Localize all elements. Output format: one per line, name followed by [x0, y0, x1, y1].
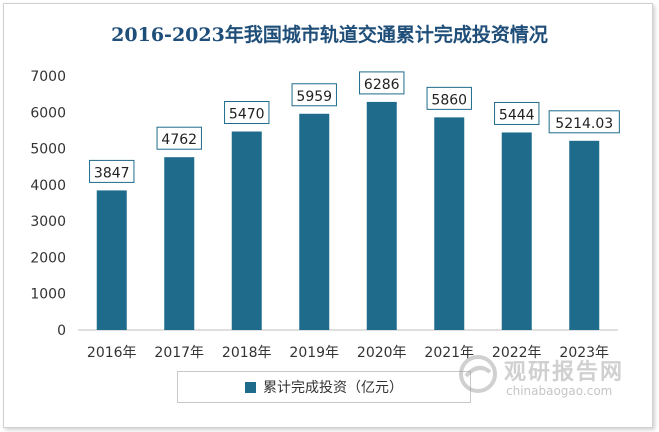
- x-tick-label: 2017年: [154, 345, 204, 361]
- chart-legend: 累计完成投资（亿元）: [177, 371, 471, 403]
- data-label: 6286: [364, 77, 400, 93]
- y-tick-label: 7000: [30, 69, 66, 85]
- data-label-box: [224, 101, 270, 125]
- data-label-box: [359, 71, 405, 95]
- data-label-box: [426, 86, 472, 110]
- legend-label: 累计完成投资（亿元）: [263, 380, 403, 396]
- watermark: 观研报告网 chinabaogao.com: [458, 352, 648, 408]
- data-label: 4762: [161, 132, 197, 148]
- y-tick-label: 1000: [30, 287, 66, 303]
- x-tick-label: 2022年: [492, 345, 542, 361]
- y-tick-label: 4000: [30, 178, 66, 194]
- data-label: 5214.03: [555, 116, 613, 132]
- bar: [96, 190, 127, 330]
- data-label: 5470: [229, 107, 265, 123]
- x-tick-label: 2016年: [87, 345, 137, 361]
- bar: [366, 101, 397, 331]
- legend-swatch: [245, 381, 256, 393]
- y-tick-label: 5000: [30, 142, 66, 158]
- chart-title: 2016-2023年我国城市轨道交通累计完成投资情况: [111, 24, 548, 46]
- data-label-box: [156, 126, 202, 150]
- bar: [231, 131, 262, 330]
- data-label: 5959: [296, 89, 332, 105]
- data-label-box: [291, 83, 337, 107]
- y-tick-label: 3000: [30, 214, 66, 230]
- data-label: 5860: [431, 92, 467, 108]
- x-tick-label: 2023年: [559, 345, 609, 361]
- y-tick-label: 2000: [30, 250, 66, 266]
- data-label: 5444: [499, 107, 535, 123]
- x-tick-label: 2018年: [222, 345, 272, 361]
- y-tick-label: 6000: [30, 105, 66, 121]
- watermark-logo-icon: [459, 355, 497, 393]
- y-tick-label: 0: [57, 323, 66, 339]
- data-label-box: [89, 159, 135, 183]
- watermark-name: 观研报告网: [504, 360, 625, 385]
- bar: [164, 157, 195, 330]
- data-label-box: [494, 101, 540, 125]
- bar: [501, 132, 532, 330]
- data-label: 3847: [94, 165, 130, 181]
- bar: [569, 140, 600, 330]
- bar: [434, 117, 465, 330]
- data-label-box: [548, 110, 620, 134]
- x-tick-label: 2019年: [289, 345, 339, 361]
- x-tick-label: 2021年: [424, 345, 474, 361]
- x-tick-label: 2020年: [357, 345, 407, 361]
- bar: [299, 113, 330, 330]
- watermark-url: chinabaogao.com: [506, 384, 613, 398]
